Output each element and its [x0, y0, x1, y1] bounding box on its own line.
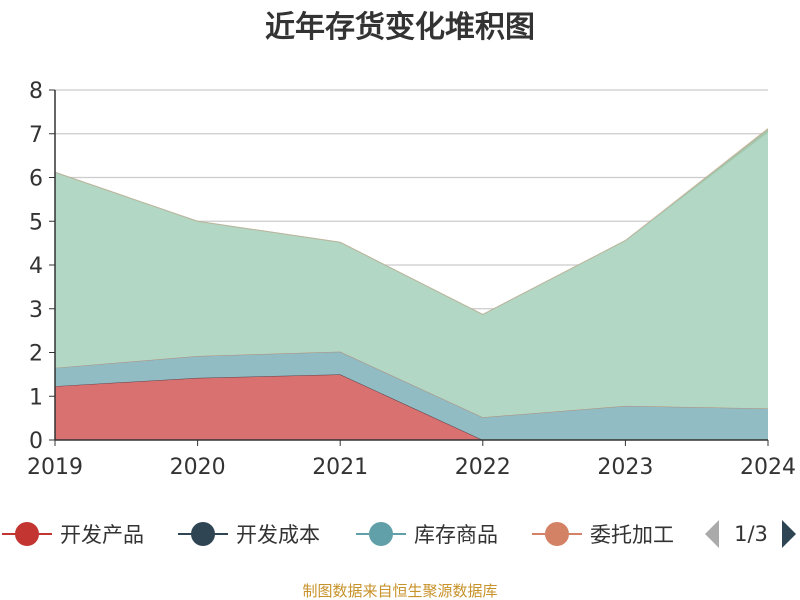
- axes: 0 1 2 3 4 5 6 7 8 2019 2020 2021 2022 2023 2024: [27, 79, 796, 480]
- legend-item[interactable]: 开发成本: [178, 522, 320, 547]
- x-tick-label: 2019: [27, 455, 83, 480]
- legend-marker: [191, 522, 215, 546]
- legend[interactable]: 开发产品 开发成本 库存商品 委托加工: [2, 522, 674, 547]
- legend-label: 开发产品: [60, 523, 144, 547]
- x-tick-label: 2024: [740, 455, 796, 480]
- legend-marker: [15, 522, 39, 546]
- legend-label: 委托加工: [590, 523, 674, 547]
- y-tick-label: 7: [29, 123, 43, 148]
- y-tick-label: 4: [29, 254, 43, 279]
- pager-prev-icon[interactable]: [705, 520, 719, 548]
- area-series-4: [55, 132, 768, 418]
- area-series-2: [55, 351, 768, 440]
- legend-label: 开发成本: [236, 523, 320, 547]
- legend-label: 库存商品: [414, 523, 498, 547]
- pager-label: 1/3: [734, 522, 768, 546]
- y-tick-label: 8: [29, 79, 43, 104]
- source-note: 制图数据来自恒生聚源数据库: [302, 582, 497, 600]
- legend-marker: [369, 522, 393, 546]
- pager-next-icon[interactable]: [782, 520, 796, 548]
- y-tick-label: 2: [29, 342, 43, 367]
- stacked-areas: [54, 128, 769, 441]
- legend-marker: [545, 522, 569, 546]
- y-tick-label: 0: [29, 429, 43, 454]
- x-tick-label: 2021: [312, 455, 368, 480]
- chart-title: 近年存货变化堆积图: [265, 10, 535, 45]
- y-tick-label: 1: [29, 385, 43, 410]
- y-tick-label: 6: [29, 167, 43, 192]
- legend-item[interactable]: 委托加工: [532, 522, 674, 547]
- area-line-series-5: [54, 128, 769, 315]
- x-tick-label: 2022: [455, 455, 511, 480]
- y-tick-label: 5: [29, 210, 43, 235]
- x-tick-label: 2023: [597, 455, 653, 480]
- x-tick-label: 2020: [170, 455, 226, 480]
- y-tick-label: 3: [29, 298, 43, 323]
- legend-pager[interactable]: 1/3: [705, 520, 796, 548]
- legend-item[interactable]: 库存商品: [356, 522, 498, 547]
- legend-item[interactable]: 开发产品: [2, 522, 144, 547]
